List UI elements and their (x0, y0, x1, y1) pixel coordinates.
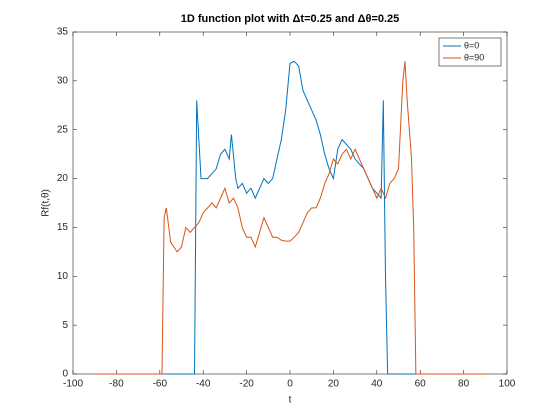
x-axis-label: t (289, 395, 292, 406)
x-tick-label: 40 (371, 379, 383, 390)
y-tick-label: 30 (57, 75, 69, 86)
legend-label: θ=0 (464, 40, 479, 50)
y-tick-label: 5 (62, 320, 68, 331)
x-tick-label: -20 (239, 379, 254, 390)
y-tick-label: 20 (57, 173, 69, 184)
x-tick-label: 100 (499, 379, 516, 390)
y-tick-label: 35 (57, 27, 69, 38)
x-tick-label: 60 (415, 379, 427, 390)
legend-box (438, 37, 502, 67)
x-tick-label: -100 (63, 379, 83, 390)
y-tick-label: 10 (57, 271, 69, 282)
x-tick-label: 80 (458, 379, 470, 390)
y-tick-label: 15 (57, 222, 69, 233)
legend-label: θ=90 (464, 52, 484, 62)
y-tick-label: 0 (62, 369, 68, 380)
plot-area (72, 31, 508, 375)
line-series (94, 61, 486, 375)
x-tick-label: -40 (196, 379, 211, 390)
x-tick-label: -80 (109, 379, 124, 390)
x-tick-label: 0 (287, 379, 293, 390)
x-tick-label: 20 (328, 379, 340, 390)
x-tick-label: -60 (153, 379, 168, 390)
chart-title: 1D function plot with Δt=0.25 and Δθ=0.2… (181, 13, 400, 25)
y-axis-label: Rf(t,θ) (41, 189, 52, 217)
y-tick-label: 25 (57, 124, 69, 135)
